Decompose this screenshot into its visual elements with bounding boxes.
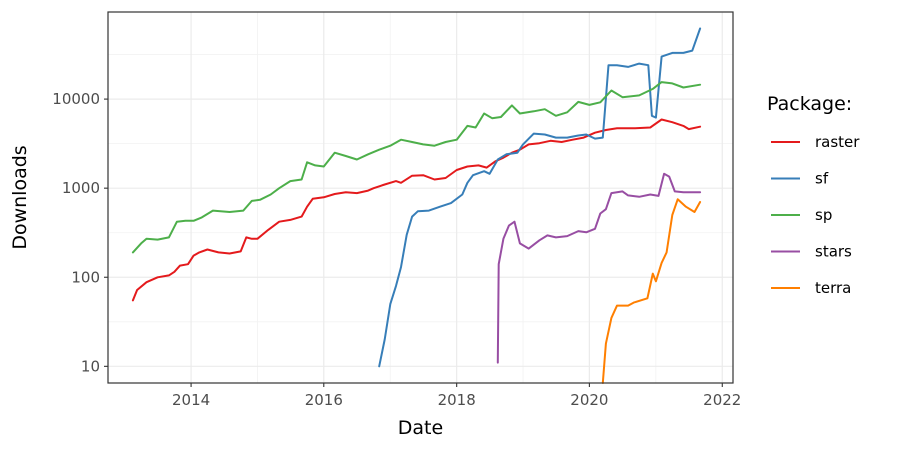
x-axis-title: Date <box>398 417 443 439</box>
series-lines <box>131 27 702 384</box>
legend-label-raster: raster <box>815 133 860 151</box>
legend-title: Package: <box>767 93 852 115</box>
x-tick-label: 2018 <box>438 391 476 409</box>
x-tick-label: 2022 <box>703 391 741 409</box>
y-tick-label: 10 <box>81 357 100 375</box>
x-tick-label: 2020 <box>570 391 608 409</box>
y-tick-label: 10000 <box>52 90 100 108</box>
panel-border <box>107 11 734 384</box>
y-axis-title: Downloads <box>9 145 31 249</box>
x-axis: 2014 2016 2018 2020 2022 <box>172 383 741 409</box>
panel-background <box>108 12 733 383</box>
legend-label-stars: stars <box>815 243 852 261</box>
series-line-raster <box>131 118 702 302</box>
series-line-stars <box>496 172 702 364</box>
legend: Package: raster sf sp stars terra <box>767 93 860 297</box>
plot-panel <box>107 11 734 384</box>
major-gridlines <box>108 12 733 383</box>
y-tick-label: 100 <box>71 268 100 286</box>
y-tick-label: 1000 <box>62 179 100 197</box>
x-tick-label: 2016 <box>305 391 343 409</box>
x-tick-label: 2014 <box>172 391 210 409</box>
legend-label-terra: terra <box>815 279 851 297</box>
legend-label-sf: sf <box>815 170 829 188</box>
y-axis: 10 100 1000 10000 <box>52 90 108 375</box>
legend-label-sp: sp <box>815 206 832 224</box>
series-line-sp <box>131 81 702 254</box>
series-line-terra <box>601 198 702 384</box>
